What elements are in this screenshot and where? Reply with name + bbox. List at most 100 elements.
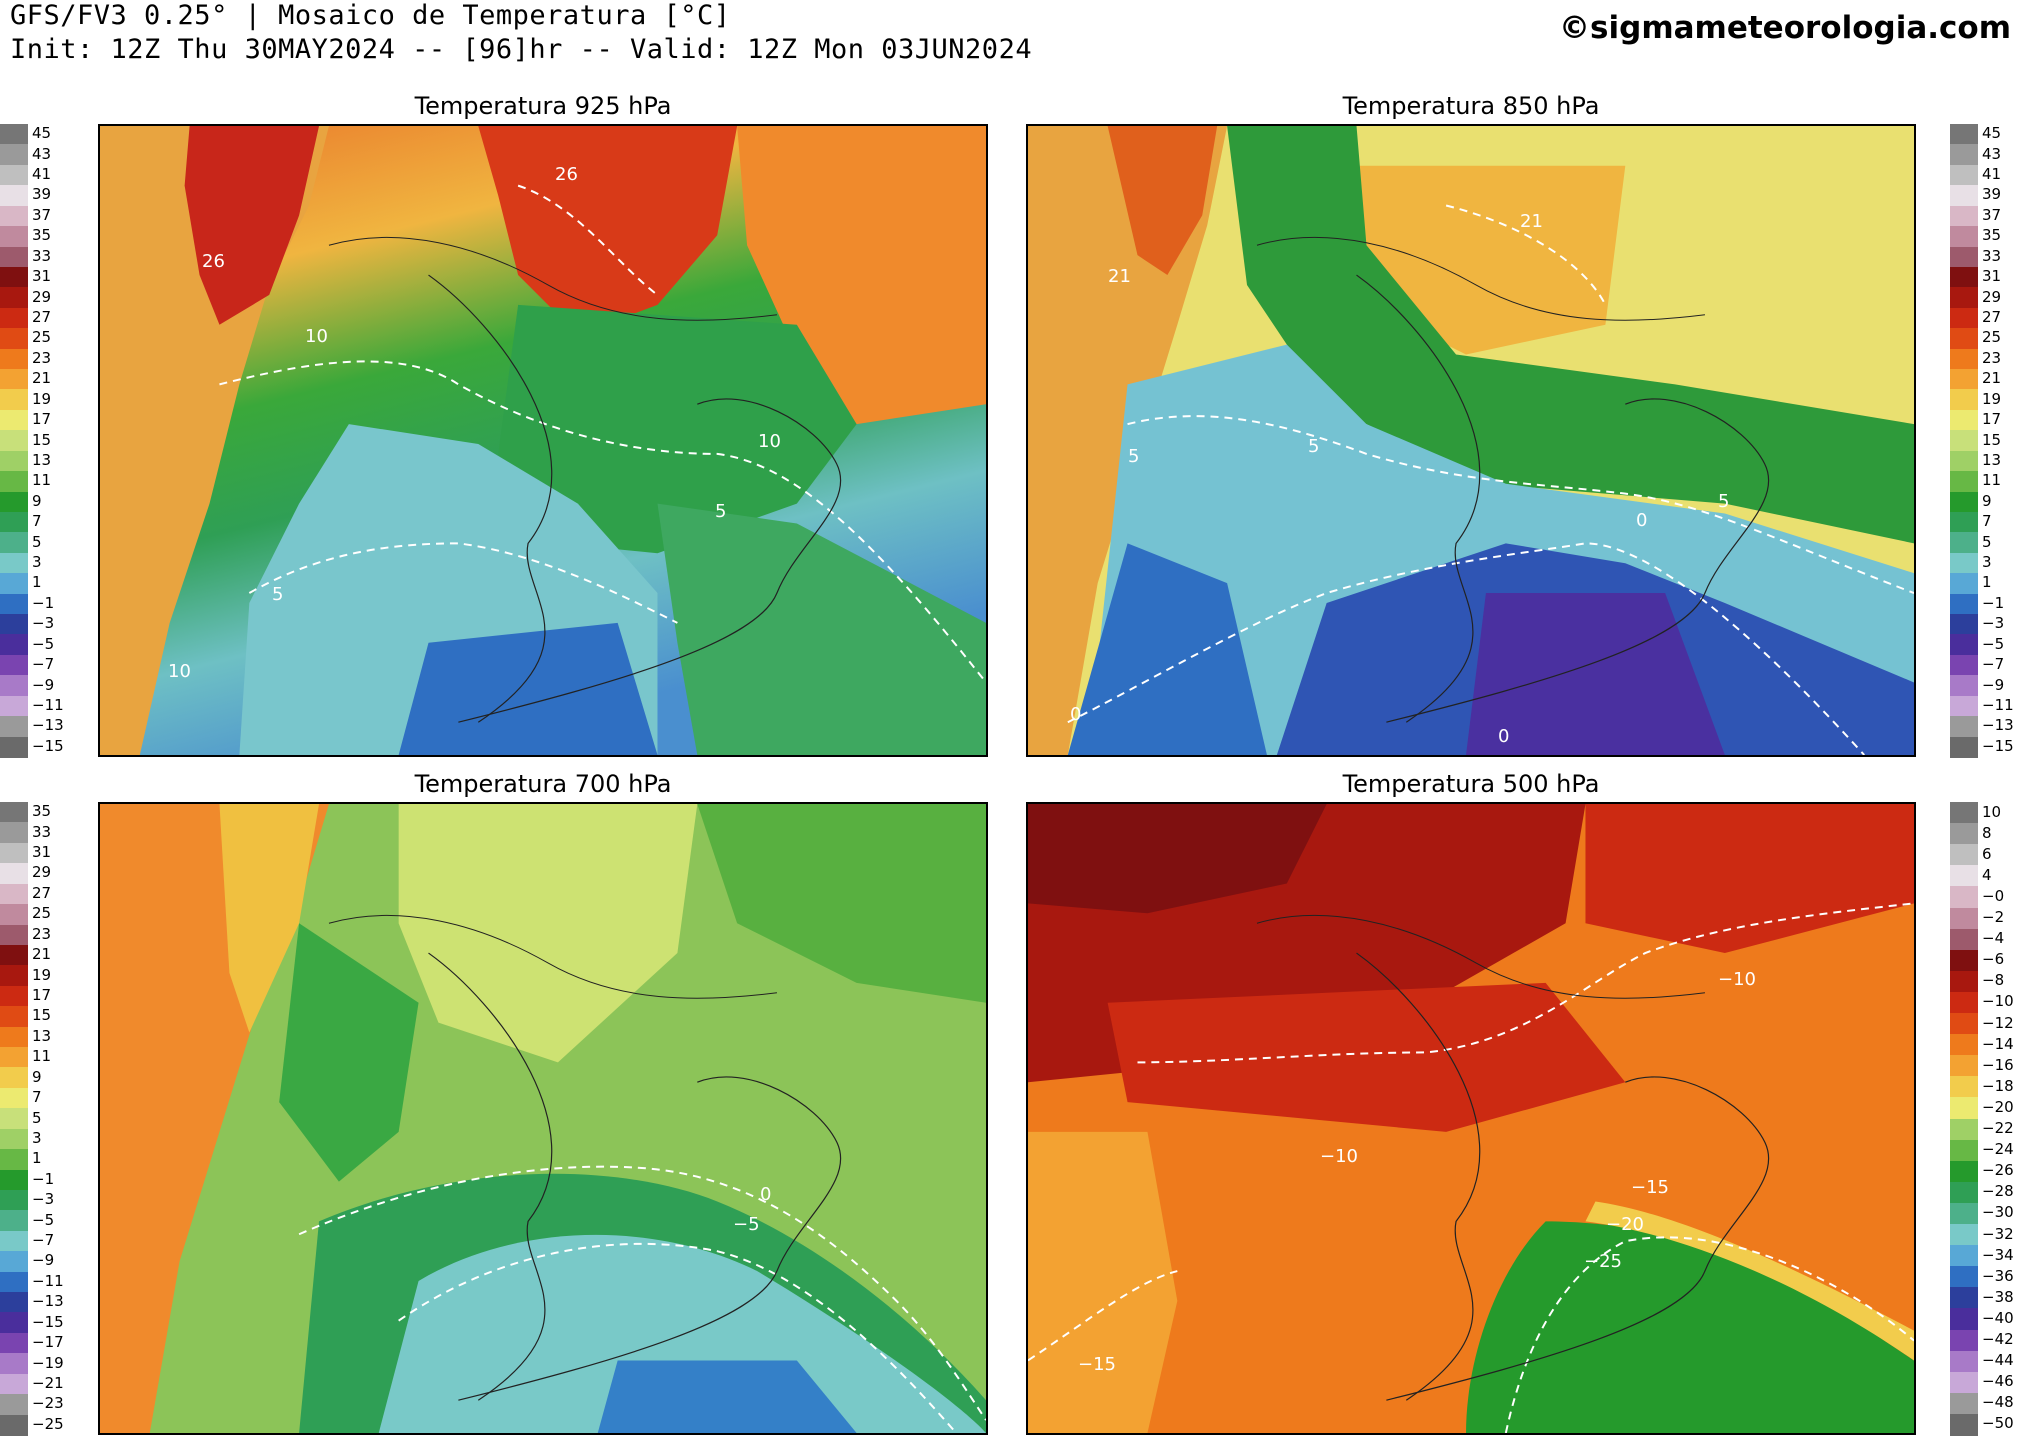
colorbar-swatch <box>0 904 28 926</box>
colorbar-925 <box>0 124 28 758</box>
colorbar-tick-label: −42 <box>1982 1330 2014 1349</box>
contour-label: 26 <box>555 164 578 185</box>
colorbar-swatch <box>0 634 28 656</box>
colorbar-tick-label: 29 <box>32 287 52 306</box>
colorbar-swatch <box>0 246 28 268</box>
colorbar-swatch <box>0 1128 28 1151</box>
colorbar-swatch <box>0 842 28 865</box>
colorbar-swatch <box>0 1414 28 1436</box>
colorbar-swatch <box>1950 287 1978 309</box>
colorbar-tick-label: 45 <box>1982 124 2002 143</box>
colorbar-swatch <box>0 471 28 493</box>
colorbar-swatch <box>0 1292 28 1314</box>
colorbar-tick-label: 9 <box>1982 491 1992 510</box>
colorbar-swatch <box>1950 1202 1978 1225</box>
colorbar-tick-label: 15 <box>32 430 52 449</box>
colorbar-swatch <box>0 348 28 371</box>
colorbar-swatch <box>1950 226 1978 248</box>
contour-label: 5 <box>715 501 727 522</box>
colorbar-swatch <box>1950 1055 1978 1078</box>
colorbar-swatch <box>1950 124 1978 146</box>
colorbar-tick-label: 5 <box>32 1108 42 1127</box>
colorbar-swatch <box>0 226 28 248</box>
colorbar-tick-label: 13 <box>32 450 52 469</box>
colorbar-tick-label: −9 <box>1982 675 2005 694</box>
colorbar-tick-label: −8 <box>1982 971 2005 990</box>
colorbar-swatch <box>1950 844 1978 867</box>
colorbar-swatch <box>1950 511 1978 534</box>
colorbar-swatch <box>1950 675 1978 697</box>
colorbar-tick-label: −21 <box>32 1373 64 1392</box>
colorbar-tick-label: −16 <box>1982 1055 2014 1074</box>
colorbar-tick-label: −7 <box>1982 655 2005 674</box>
colorbar-swatch <box>1950 1076 1978 1099</box>
contour-label: 5 <box>272 584 284 605</box>
colorbar-tick-label: −15 <box>1982 736 2014 755</box>
colorbar-tick-label: 4 <box>1982 865 1992 884</box>
colorbar-swatch <box>1950 389 1978 411</box>
colorbar-tick-label: 35 <box>1982 226 2002 245</box>
colorbar-tick-label: 9 <box>32 491 42 510</box>
colorbar-swatch <box>1950 970 1978 993</box>
colorbar-swatch <box>1950 266 1978 289</box>
colorbar-swatch <box>0 124 28 146</box>
colorbar-tick-label: −14 <box>1982 1034 2014 1053</box>
colorbar-swatch <box>0 1332 28 1355</box>
colorbar-tick-label: 3 <box>1982 553 1992 572</box>
colorbar-tick-label: −40 <box>1982 1308 2014 1327</box>
colorbar-tick-label: −13 <box>1982 716 2014 735</box>
colorbar-tick-label: 17 <box>32 410 52 429</box>
colorbar-850 <box>1950 124 1978 758</box>
colorbar-swatch <box>1950 205 1978 228</box>
colorbar-tick-label: 23 <box>1982 348 2002 367</box>
colorbar-swatch <box>0 822 28 844</box>
colorbar-tick-label: 17 <box>32 985 52 1004</box>
colorbar-swatch <box>0 985 28 1008</box>
colorbar-tick-label: −5 <box>1982 634 2005 653</box>
colorbar-swatch <box>0 491 28 513</box>
colorbar-swatch <box>1950 614 1978 636</box>
colorbar-swatch <box>1950 532 1978 554</box>
colorbar-swatch <box>1950 450 1978 473</box>
colorbar-tick-label: 31 <box>32 843 52 862</box>
colorbar-tick-label: −0 <box>1982 886 2005 905</box>
colorbar-swatch <box>1950 307 1978 330</box>
colorbar-swatch <box>0 266 28 289</box>
colorbar-swatch <box>0 736 28 758</box>
colorbar-tick-label: 41 <box>1982 165 2002 184</box>
colorbar-tick-label: −46 <box>1982 1372 2014 1391</box>
map-850: 21 21 5 5 5 0 0 0 <box>1026 124 1916 757</box>
colorbar-swatch <box>1950 1097 1978 1120</box>
colorbar-swatch <box>0 1149 28 1171</box>
colorbar-tick-label: 21 <box>32 945 52 964</box>
colorbar-swatch <box>1950 185 1978 207</box>
colorbar-tick-label: −5 <box>32 634 55 653</box>
colorbar-swatch <box>0 1394 28 1416</box>
colorbar-tick-label: −30 <box>1982 1203 2014 1222</box>
contour-label: 0 <box>1498 726 1510 747</box>
colorbar-swatch <box>0 389 28 411</box>
colorbar-swatch <box>1950 1034 1978 1057</box>
colorbar-tick-label: 39 <box>32 185 52 204</box>
colorbar-tick-label: 11 <box>32 471 52 490</box>
colorbar-swatch <box>1950 1118 1978 1141</box>
colorbar-swatch <box>0 965 28 987</box>
colorbar-swatch <box>1950 593 1978 616</box>
colorbar-swatch <box>1950 1392 1978 1415</box>
contour-label: 10 <box>168 661 191 682</box>
colorbar-tick-label: −15 <box>32 736 64 755</box>
colorbar-tick-label: −24 <box>1982 1140 2014 1159</box>
contour-label: 10 <box>758 431 781 452</box>
colorbar-tick-label: −36 <box>1982 1266 2014 1285</box>
colorbar-tick-label: 13 <box>32 1026 52 1045</box>
contour-label: 0 <box>760 1184 772 1205</box>
colorbar-tick-label: 8 <box>1982 823 1992 842</box>
watermark-logo: ©sigmameteorologia.com <box>1559 10 2011 46</box>
colorbar-swatch <box>0 1189 28 1212</box>
colorbar-tick-label: −38 <box>1982 1287 2014 1306</box>
colorbar-swatch <box>0 409 28 432</box>
colorbar-tick-label: 19 <box>32 389 52 408</box>
colorbar-tick-label: 27 <box>32 883 52 902</box>
colorbar-swatch <box>0 863 28 885</box>
colorbar-swatch <box>0 654 28 677</box>
